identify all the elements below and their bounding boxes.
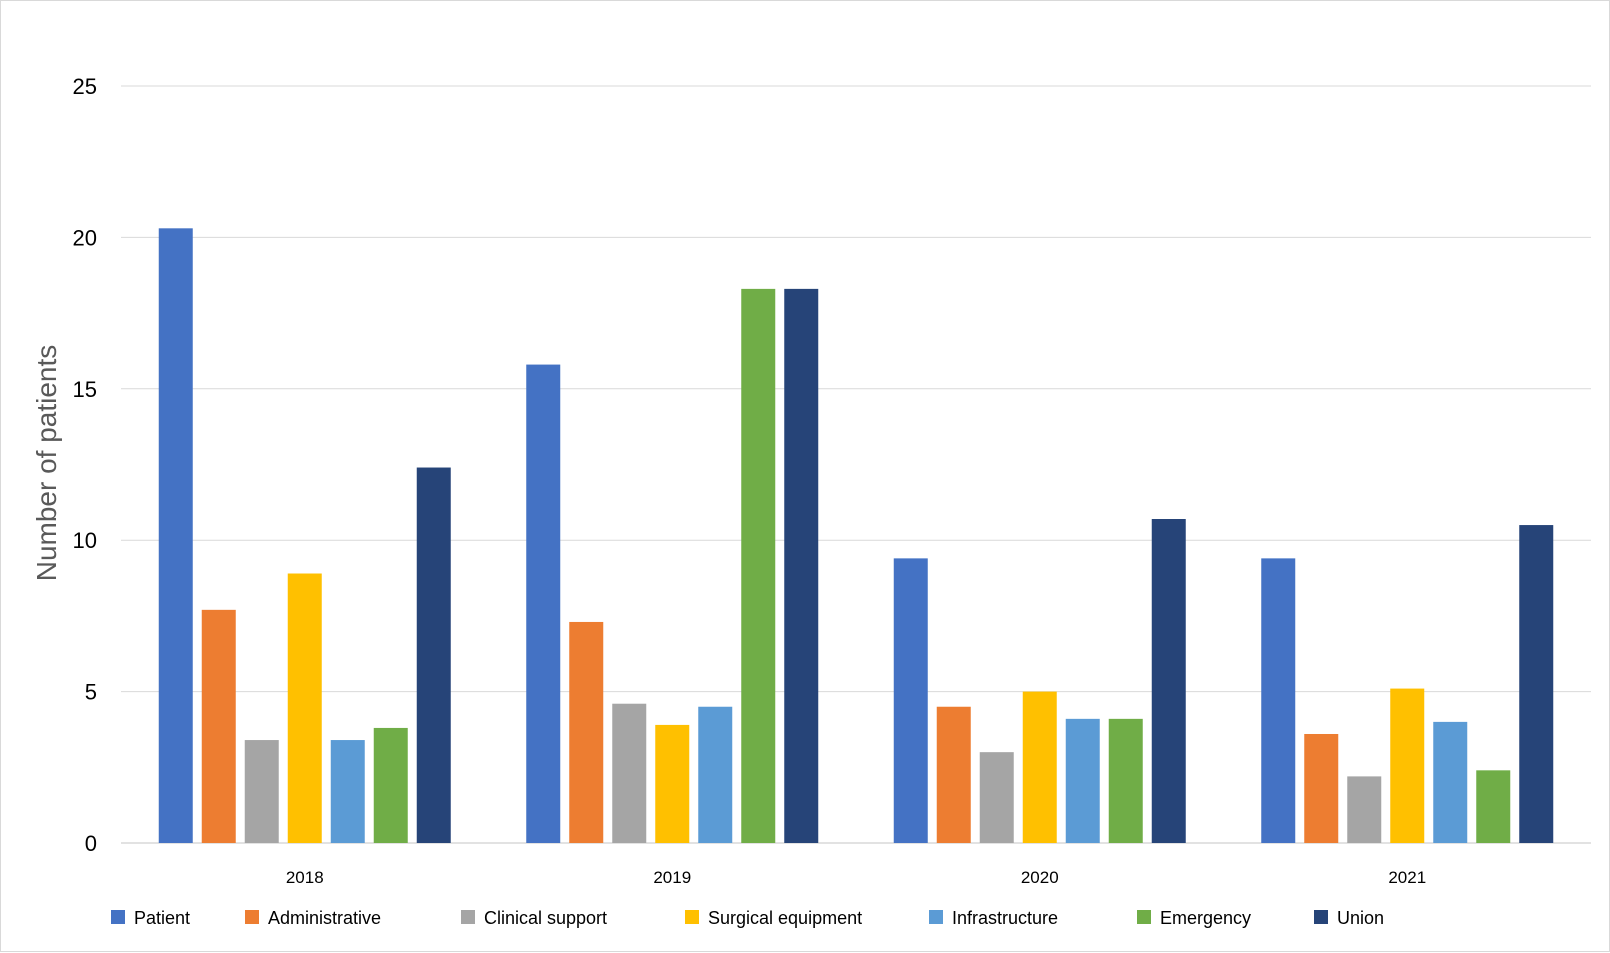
legend-swatch [111, 910, 125, 924]
bar-union-2021 [1519, 525, 1554, 843]
bar-emergency-2021 [1476, 770, 1511, 843]
bar-administrative-2018 [201, 609, 236, 843]
bar-surgical-equipment-2020 [1022, 691, 1057, 843]
x-axis-ticks: 2018 2019 2020 2021 [286, 868, 1426, 887]
legend: Patient Administrative Clinical support Sur… [111, 908, 1384, 928]
legend-swatch [461, 910, 475, 924]
legend-label: Clinical support [484, 908, 607, 928]
bar-surgical-equipment-2018 [287, 573, 322, 843]
legend-label: Infrastructure [952, 908, 1058, 928]
legend-label: Administrative [268, 908, 381, 928]
bar-clinical-support-2021 [1347, 776, 1382, 843]
bar-union-2019 [784, 288, 819, 844]
bar-union-2020 [1151, 519, 1186, 843]
legend-swatch [1137, 910, 1151, 924]
bar-emergency-2020 [1108, 718, 1143, 843]
x-tick-label: 2020 [1021, 868, 1059, 887]
bar-surgical-equipment-2021 [1390, 688, 1425, 843]
y-tick-label: 10 [73, 528, 97, 553]
bar-infrastructure-2019 [698, 706, 733, 843]
y-tick-label: 20 [73, 225, 97, 250]
bar-administrative-2019 [569, 621, 604, 843]
bar-emergency-2019 [741, 288, 776, 844]
legend-label: Patient [134, 908, 190, 928]
legend-label: Union [1337, 908, 1384, 928]
y-axis-title: Number of patients [31, 345, 62, 582]
y-tick-label: 5 [85, 680, 97, 705]
bar-emergency-2018 [373, 727, 408, 843]
legend-swatch [1314, 910, 1328, 924]
legend-swatch [685, 910, 699, 924]
bar-clinical-support-2020 [979, 752, 1014, 843]
legend-swatch [929, 910, 943, 924]
bar-infrastructure-2021 [1433, 721, 1468, 843]
y-axis-ticks: 0 5 10 15 20 25 [73, 74, 97, 856]
y-tick-label: 0 [85, 831, 97, 856]
bar-patient-2021 [1261, 558, 1296, 843]
legend-label: Emergency [1160, 908, 1251, 928]
bar-clinical-support-2018 [244, 740, 279, 843]
bar-infrastructure-2020 [1065, 718, 1100, 843]
bar-patient-2020 [893, 558, 928, 843]
bar-union-2018 [416, 467, 451, 843]
x-tick-label: 2021 [1388, 868, 1426, 887]
x-tick-label: 2018 [286, 868, 324, 887]
bar-administrative-2020 [936, 706, 971, 843]
bar-administrative-2021 [1304, 733, 1339, 843]
x-tick-label: 2019 [653, 868, 691, 887]
gridlines [121, 85, 1591, 844]
y-tick-label: 25 [73, 74, 97, 99]
bar-patient-2018 [158, 228, 193, 844]
y-tick-label: 15 [73, 377, 97, 402]
bars [158, 228, 1554, 844]
legend-label: Surgical equipment [708, 908, 862, 928]
bar-surgical-equipment-2019 [655, 724, 690, 843]
bar-clinical-support-2019 [612, 703, 647, 843]
legend-swatch [245, 910, 259, 924]
bar-infrastructure-2018 [330, 740, 365, 843]
bar-patient-2019 [526, 364, 561, 843]
